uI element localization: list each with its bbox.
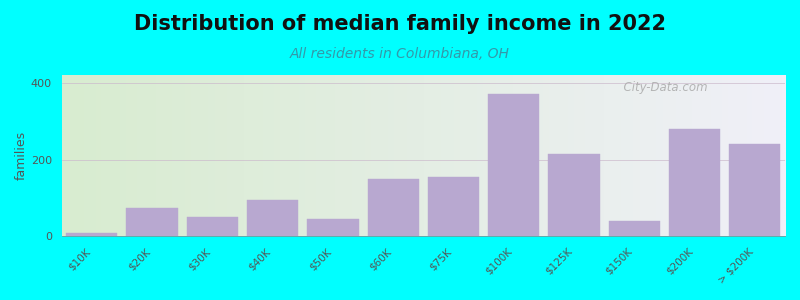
- Bar: [247, 200, 298, 236]
- Text: Distribution of median family income in 2022: Distribution of median family income in …: [134, 14, 666, 34]
- Bar: [307, 219, 358, 236]
- Y-axis label: families: families: [15, 131, 28, 180]
- Bar: [367, 179, 418, 236]
- Bar: [186, 217, 238, 236]
- Bar: [488, 94, 539, 236]
- Bar: [126, 208, 178, 236]
- Bar: [66, 232, 118, 236]
- Bar: [669, 129, 720, 236]
- Bar: [428, 177, 479, 236]
- Bar: [730, 144, 781, 236]
- Bar: [609, 221, 660, 236]
- Text: All residents in Columbiana, OH: All residents in Columbiana, OH: [290, 46, 510, 61]
- Text: City-Data.com: City-Data.com: [616, 81, 708, 94]
- Bar: [548, 154, 600, 236]
